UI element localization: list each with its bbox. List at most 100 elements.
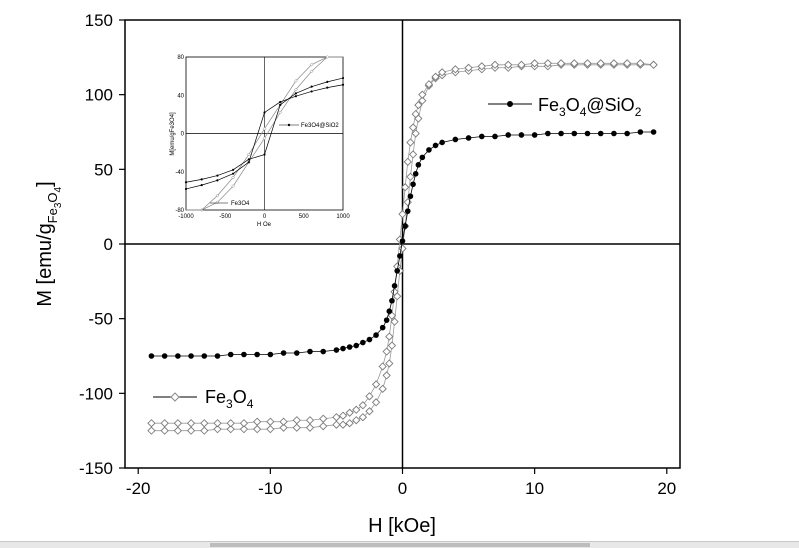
inset-point [294, 87, 298, 92]
fesio-point [320, 348, 327, 355]
fesio-point [397, 253, 403, 259]
inset-y-tick-label: -40 [175, 170, 184, 176]
fe3o4-point [200, 426, 209, 435]
fe3o4-point [345, 408, 354, 417]
inset-point [232, 168, 235, 171]
y-axis-label-sub1: Fe [45, 208, 60, 223]
inset-point [247, 158, 250, 161]
legend-marker-fesio [507, 101, 513, 107]
fe3o4-point [387, 341, 397, 350]
inset-point [262, 136, 267, 141]
fe3o4-point [406, 172, 415, 181]
fe3o4-point [583, 59, 592, 68]
svg-text:M [emu/gFe3O4]: M [emu/gFe3O4] [34, 181, 64, 306]
fe3o4-point [160, 426, 169, 435]
fe3o4-point [305, 416, 315, 425]
legend-fesio-f: 2 [635, 105, 642, 119]
fe3o4-point [266, 425, 275, 434]
horizontal-scrollbar[interactable] [0, 541, 799, 548]
fe3o4-point [319, 414, 328, 423]
inset-x-tick-label: 500 [299, 214, 310, 220]
fe3o4-point [431, 72, 440, 81]
fe3o4-point [147, 419, 156, 428]
fe3o4-point [382, 371, 391, 380]
fe3o4-point [239, 419, 249, 428]
fe3o4-point [418, 90, 427, 99]
inset-x-tick-label: 0 [263, 214, 267, 220]
zero-lines [125, 20, 680, 468]
legend-marker-fe3o4 [170, 392, 180, 402]
fesio-point [386, 308, 393, 315]
inset-point [279, 103, 282, 106]
y-axis-label-close: ] [34, 181, 56, 187]
fe3o4-point [385, 359, 394, 368]
fe3o4-point [332, 420, 341, 429]
fe3o4-point [636, 59, 645, 68]
inset-tick-labels: -1000 -500 0 500 1000 -80 -40 0 40 80 [175, 55, 350, 220]
fesio-point [280, 350, 287, 356]
fe3o4-point [160, 419, 169, 428]
fe3o4-point [411, 109, 420, 119]
fe3o4-point [226, 419, 235, 428]
y-axis-label-sub2: 3 [53, 202, 64, 208]
fesio-point [558, 130, 564, 137]
inset-point [294, 79, 298, 83]
fe3o4-point [378, 362, 387, 371]
fe3o4-point [414, 100, 423, 110]
fe3o4-point [279, 417, 288, 426]
inset-point [341, 76, 345, 80]
fesio-point [389, 297, 395, 304]
fe3o4-point [345, 419, 354, 428]
axis-ticks [119, 19, 668, 474]
fe3o4-point [226, 425, 235, 434]
inset-legend-fe3o4-label: Fe3O4 [231, 201, 250, 207]
y-tick-label: -100 [79, 384, 113, 403]
fe3o4-point [556, 59, 566, 68]
legend-fesio-a: Fe [538, 95, 559, 115]
fesio-point [452, 136, 459, 143]
fe3o4-point [490, 60, 500, 69]
fesio-point [373, 332, 379, 338]
fesio-point [360, 339, 366, 346]
scrollbar-thumb[interactable] [210, 543, 590, 547]
fesio-point [571, 130, 578, 137]
x-tick-label: 0 [398, 479, 407, 498]
inset-point [232, 172, 235, 175]
fesio-point [650, 129, 657, 135]
fe3o4-point [398, 244, 407, 253]
fe3o4-point [292, 416, 301, 425]
fe3o4-point [390, 317, 399, 326]
inset-point [216, 179, 219, 182]
fesio-point [383, 317, 390, 323]
fe3o4-point [543, 59, 552, 68]
inset-point [294, 92, 297, 95]
inset-zero-lines [186, 57, 343, 210]
legend-fesio-c: O [566, 95, 580, 115]
fe3o4-point [596, 59, 605, 68]
inset-point [326, 80, 329, 83]
fesio-point [366, 336, 373, 343]
fesio-point [161, 353, 168, 359]
inset-point [326, 86, 329, 89]
fe3o4-point [609, 59, 619, 68]
fesio-point [340, 345, 346, 352]
fesio-point [492, 133, 498, 140]
x-tick-label: 10 [525, 479, 544, 498]
fesio-point [432, 142, 439, 149]
inset-point [247, 161, 250, 164]
fe3o4-point [200, 419, 209, 428]
x-tick-label: -10 [258, 479, 283, 498]
fesio-point [624, 130, 630, 137]
inset-point [309, 69, 314, 74]
fe3o4-point [403, 157, 412, 167]
inset-x-label: H Oe [257, 222, 272, 228]
legend-fe3o4-c: O [233, 387, 247, 407]
inset-point [310, 85, 313, 88]
fe3o4-point [186, 419, 196, 428]
fe3o4-point [173, 419, 182, 428]
fe3o4-point [352, 405, 361, 414]
inset-point [278, 110, 283, 115]
fe3o4-point [365, 392, 374, 401]
